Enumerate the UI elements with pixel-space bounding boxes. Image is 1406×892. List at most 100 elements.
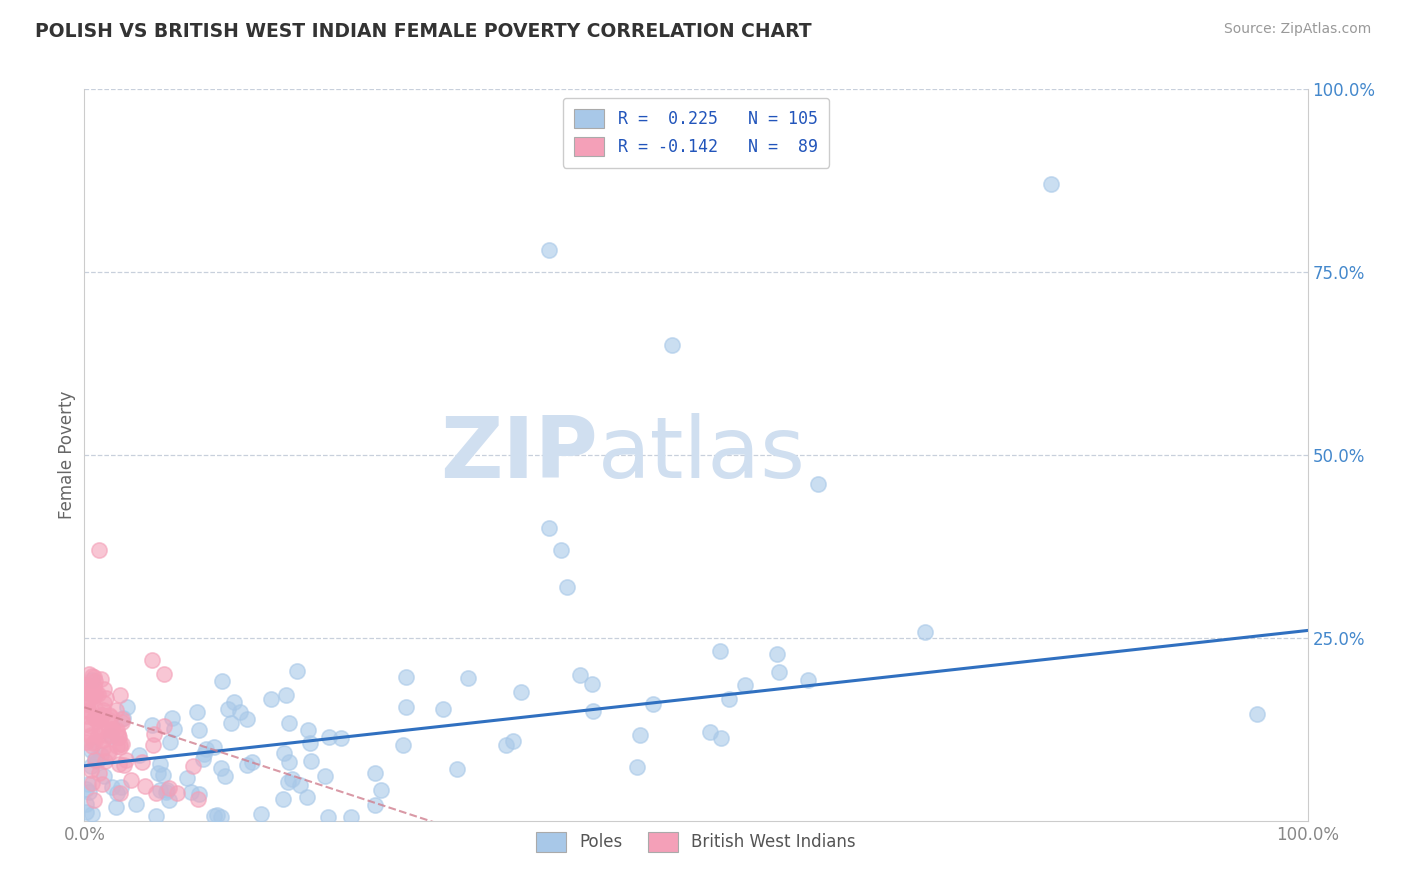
- Legend: Poles, British West Indians: Poles, British West Indians: [527, 824, 865, 860]
- Point: [76, 698, 98, 712]
- Point: [105, 723, 128, 738]
- Point: [510, 685, 533, 699]
- Point: [111, 711, 134, 725]
- Point: [75, 781, 97, 796]
- Point: [807, 477, 830, 491]
- Point: [84, 752, 107, 766]
- Point: [117, 700, 139, 714]
- Point: [83, 711, 105, 725]
- Point: [97, 707, 120, 722]
- Point: [83, 670, 105, 684]
- Point: [98, 727, 121, 741]
- Point: [191, 752, 214, 766]
- Point: [93, 696, 115, 710]
- Point: [299, 755, 322, 769]
- Point: [163, 723, 186, 737]
- Point: [364, 765, 387, 780]
- Point: [86, 703, 108, 717]
- Point: [734, 678, 756, 692]
- Point: [115, 753, 138, 767]
- Point: [110, 786, 132, 800]
- Point: [446, 762, 468, 776]
- Point: [146, 766, 169, 780]
- Point: [91, 741, 114, 756]
- Point: [288, 778, 311, 792]
- Point: [83, 679, 105, 693]
- Point: [260, 692, 283, 706]
- Point: [83, 753, 105, 767]
- Point: [111, 714, 134, 729]
- Point: [87, 687, 110, 701]
- Point: [193, 747, 215, 761]
- Point: [105, 786, 128, 800]
- Point: [709, 644, 731, 658]
- Point: [75, 805, 97, 819]
- Point: [236, 712, 259, 726]
- Point: [299, 736, 322, 750]
- Point: [84, 685, 107, 699]
- Point: [181, 758, 204, 772]
- Point: [76, 777, 98, 791]
- Point: [153, 718, 176, 732]
- Point: [111, 737, 134, 751]
- Point: [110, 780, 132, 794]
- Point: [157, 793, 180, 807]
- Point: [111, 712, 134, 726]
- Point: [80, 728, 103, 742]
- Point: [100, 729, 122, 743]
- Point: [209, 810, 232, 824]
- Point: [105, 739, 128, 753]
- Point: [1246, 706, 1268, 721]
- Point: [82, 739, 104, 753]
- Text: atlas: atlas: [598, 413, 806, 497]
- Point: [641, 698, 664, 712]
- Point: [278, 755, 301, 769]
- Point: [628, 728, 651, 742]
- Point: [87, 543, 110, 558]
- Text: ZIP: ZIP: [440, 413, 598, 497]
- Point: [128, 747, 150, 762]
- Point: [152, 767, 174, 781]
- Point: [186, 705, 208, 719]
- Point: [96, 690, 118, 705]
- Point: [82, 776, 104, 790]
- Point: [80, 742, 103, 756]
- Point: [432, 702, 454, 716]
- Point: [582, 704, 605, 718]
- Point: [75, 678, 97, 692]
- Point: [364, 798, 387, 813]
- Point: [626, 760, 648, 774]
- Point: [101, 722, 124, 736]
- Point: [370, 782, 392, 797]
- Point: [100, 780, 122, 795]
- Point: [277, 774, 299, 789]
- Point: [699, 725, 721, 739]
- Point: [766, 647, 789, 661]
- Point: [538, 243, 561, 257]
- Point: [80, 686, 103, 700]
- Point: [110, 688, 132, 702]
- Point: [538, 521, 561, 535]
- Text: Source: ZipAtlas.com: Source: ZipAtlas.com: [1223, 22, 1371, 37]
- Point: [188, 787, 211, 801]
- Point: [83, 673, 105, 688]
- Point: [87, 712, 110, 726]
- Point: [134, 779, 156, 793]
- Point: [98, 723, 121, 738]
- Point: [340, 810, 363, 824]
- Point: [160, 711, 183, 725]
- Point: [86, 754, 108, 768]
- Point: [142, 738, 165, 752]
- Point: [273, 746, 295, 760]
- Point: [80, 730, 103, 744]
- Point: [209, 761, 232, 775]
- Point: [180, 785, 202, 799]
- Point: [155, 785, 177, 799]
- Point: [555, 580, 578, 594]
- Point: [314, 769, 336, 783]
- Point: [87, 712, 110, 726]
- Point: [76, 703, 98, 717]
- Point: [202, 739, 225, 754]
- Point: [112, 758, 135, 772]
- Point: [318, 810, 340, 824]
